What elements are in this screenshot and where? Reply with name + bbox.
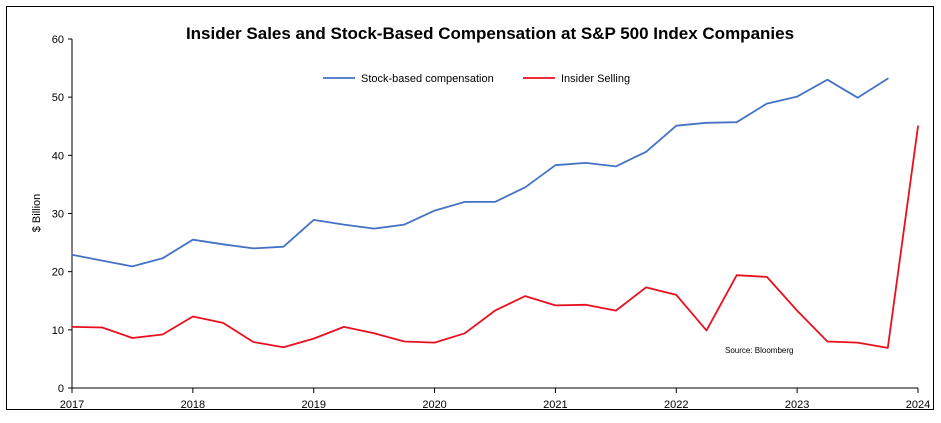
legend-label-1: Insider Selling	[561, 73, 630, 85]
chart-title: Insider Sales and Stock-Based Compensati…	[186, 24, 794, 43]
x-tick-label: 2022	[664, 399, 688, 411]
x-tick-label: 2021	[543, 399, 567, 411]
axes: 0 10 20 30 40 50 60 2017 2018 2019 2020 2021 2022 202…	[52, 34, 930, 411]
x-tick-label: 2023	[785, 399, 809, 411]
source-note: Source: Bloomberg	[725, 346, 793, 355]
y-axis-label: $ Billion	[31, 194, 43, 233]
legend: Stock-based compensation Insider Selling	[323, 73, 630, 85]
y-tick-label: 0	[58, 383, 64, 395]
y-tick-label: 50	[52, 92, 64, 104]
x-tick-label: 2018	[181, 399, 205, 411]
y-tick-label: 30	[52, 209, 64, 221]
series-layer	[71, 77, 919, 349]
y-tick-label: 10	[52, 325, 64, 337]
legend-label-0: Stock-based compensation	[361, 73, 494, 85]
x-tick-label: 2019	[301, 399, 325, 411]
x-tick-label: 2017	[60, 399, 84, 411]
x-tick-label: 2020	[422, 399, 446, 411]
x-tick-label: 2024	[906, 399, 930, 411]
chart-frame	[6, 6, 934, 410]
series-line-1	[71, 125, 919, 349]
y-tick-label: 60	[52, 34, 64, 46]
series-line-0	[71, 77, 889, 268]
y-tick-label: 20	[52, 267, 64, 279]
y-tick-label: 40	[52, 150, 64, 162]
